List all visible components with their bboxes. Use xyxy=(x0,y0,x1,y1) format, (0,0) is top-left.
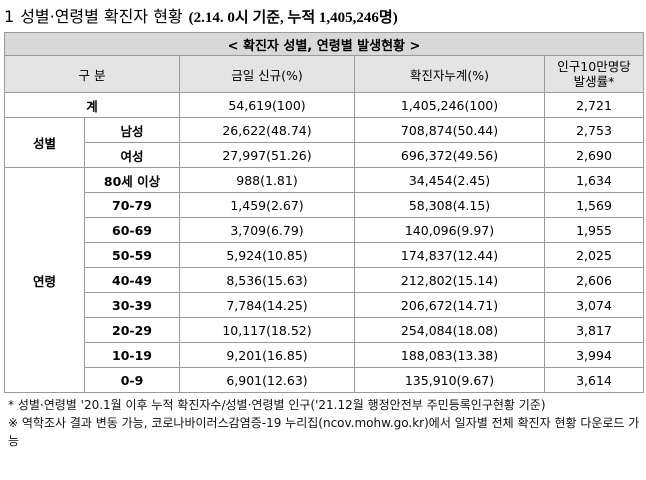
cell-cumulative: 188,083(13.38) xyxy=(354,342,545,368)
total-cumulative: 1,405,246(100) xyxy=(354,92,545,118)
table-row: 40-49 8,536(15.63) 212,802(15.14) 2,606 xyxy=(5,267,645,293)
cell-per100k: 3,614 xyxy=(543,367,645,393)
table-row: 0-9 6,901(12.63) 135,910(9.67) 3,614 xyxy=(5,367,645,393)
cell-per100k: 2,025 xyxy=(543,242,645,268)
row-label: 0-9 xyxy=(84,367,180,393)
cell-new-today: 27,997(51.26) xyxy=(179,142,355,168)
cell-cumulative: 696,372(49.56) xyxy=(354,142,545,168)
cases-by-sex-age-table: < 확진자 성별, 연령별 발생현황 > 구 분 금일 신규(%) 확진자누계(… xyxy=(3,32,645,393)
cell-per100k: 3,994 xyxy=(543,342,645,368)
table-row-total: 계 54,619(100) 1,405,246(100) 2,721 xyxy=(4,92,645,118)
footnote-population-basis: * 성별·연령별 '20.1월 이후 누적 확진자수/성별·연령별 인구('21… xyxy=(8,398,546,412)
header-per100k-line1: 인구10만명당 xyxy=(557,59,631,74)
cell-new-today: 7,784(14.25) xyxy=(179,292,355,318)
row-label: 60-69 xyxy=(84,217,180,243)
cell-new-today: 6,901(12.63) xyxy=(179,367,355,393)
table-row: 20-29 10,117(18.52) 254,084(18.08) 3,817 xyxy=(5,317,645,343)
cell-new-today: 988(1.81) xyxy=(179,167,355,193)
total-per100k: 2,721 xyxy=(543,92,645,118)
cell-new-today: 9,201(16.85) xyxy=(179,342,355,368)
table-caption: < 확진자 성별, 연령별 발생현황 > xyxy=(3,32,645,56)
header-per100k: 인구10만명당 발생률* xyxy=(543,55,645,93)
section-heading: 1 성별·연령별 확진자 현황 (2.14. 0시 기준, 누적 1,405,246… xyxy=(4,4,398,30)
cell-new-today: 1,459(2.67) xyxy=(179,192,355,218)
table-row: 50-59 5,924(10.85) 174,837(12.44) 2,025 xyxy=(5,242,645,268)
cell-cumulative: 212,802(15.14) xyxy=(354,267,545,293)
cell-new-today: 5,924(10.85) xyxy=(179,242,355,268)
section-number: 1 xyxy=(4,7,15,26)
cell-cumulative: 708,874(50.44) xyxy=(354,117,545,143)
table-row: 30-39 7,784(14.25) 206,672(14.71) 3,074 xyxy=(5,292,645,318)
cell-cumulative: 206,672(14.71) xyxy=(354,292,545,318)
cell-per100k: 2,606 xyxy=(543,267,645,293)
table-row: 여성 27,997(51.26) 696,372(49.56) 2,690 xyxy=(5,142,645,168)
cell-per100k: 1,569 xyxy=(543,192,645,218)
section-basis: (2.14. 0시 기준, 누적 1,405,246명) xyxy=(188,10,398,26)
table-row: 60-69 3,709(6.79) 140,096(9.97) 1,955 xyxy=(5,217,645,243)
section-title: 성별·연령별 확진자 현황 xyxy=(20,7,183,26)
cell-per100k: 1,955 xyxy=(543,217,645,243)
row-label: 80세 이상 xyxy=(84,167,180,193)
row-label: 70-79 xyxy=(84,192,180,218)
row-label: 20-29 xyxy=(84,317,180,343)
group-label-age: 연령 xyxy=(4,167,85,393)
cell-cumulative: 135,910(9.67) xyxy=(354,367,545,393)
footnote-download-info: ※ 역학조사 결과 변동 가능, 코로나바이러스감염증-19 누리집(ncov.… xyxy=(8,416,640,448)
cell-cumulative: 254,084(18.08) xyxy=(354,317,545,343)
footnotes: * 성별·연령별 '20.1월 이후 누적 확진자수/성별·연령별 인구('21… xyxy=(8,396,640,450)
table-row: 10-19 9,201(16.85) 188,083(13.38) 3,994 xyxy=(5,342,645,368)
table-row: 성별 남성 26,622(48.74) 708,874(50.44) 2,753 xyxy=(4,117,645,168)
cell-per100k: 2,690 xyxy=(543,142,645,168)
row-label: 남성 xyxy=(84,117,180,143)
cell-cumulative: 174,837(12.44) xyxy=(354,242,545,268)
row-label: 30-39 xyxy=(84,292,180,318)
header-cumulative: 확진자누계(%) xyxy=(354,55,545,93)
table-row: 70-79 1,459(2.67) 58,308(4.15) 1,569 xyxy=(5,192,645,218)
header-per100k-line2: 발생률* xyxy=(573,74,615,89)
cell-new-today: 8,536(15.63) xyxy=(179,267,355,293)
cell-new-today: 10,117(18.52) xyxy=(179,317,355,343)
cell-per100k: 2,753 xyxy=(543,117,645,143)
table-row: 연령 80세 이상 988(1.81) 34,454(2.45) 1,634 xyxy=(4,167,645,393)
group-label-sex: 성별 xyxy=(4,117,85,168)
row-label: 40-49 xyxy=(84,267,180,293)
row-label: 50-59 xyxy=(84,242,180,268)
header-new-today: 금일 신규(%) xyxy=(179,55,355,93)
cell-new-today: 26,622(48.74) xyxy=(179,117,355,143)
cell-per100k: 3,074 xyxy=(543,292,645,318)
row-label: 여성 xyxy=(84,142,180,168)
cell-cumulative: 140,096(9.97) xyxy=(354,217,545,243)
cell-cumulative: 58,308(4.15) xyxy=(354,192,545,218)
total-new-today: 54,619(100) xyxy=(179,92,355,118)
cell-per100k: 3,817 xyxy=(543,317,645,343)
row-label: 10-19 xyxy=(84,342,180,368)
total-label: 계 xyxy=(4,92,180,118)
cell-cumulative: 34,454(2.45) xyxy=(354,167,545,193)
header-category: 구 분 xyxy=(4,55,180,93)
cell-per100k: 1,634 xyxy=(543,167,645,193)
cell-new-today: 3,709(6.79) xyxy=(179,217,355,243)
